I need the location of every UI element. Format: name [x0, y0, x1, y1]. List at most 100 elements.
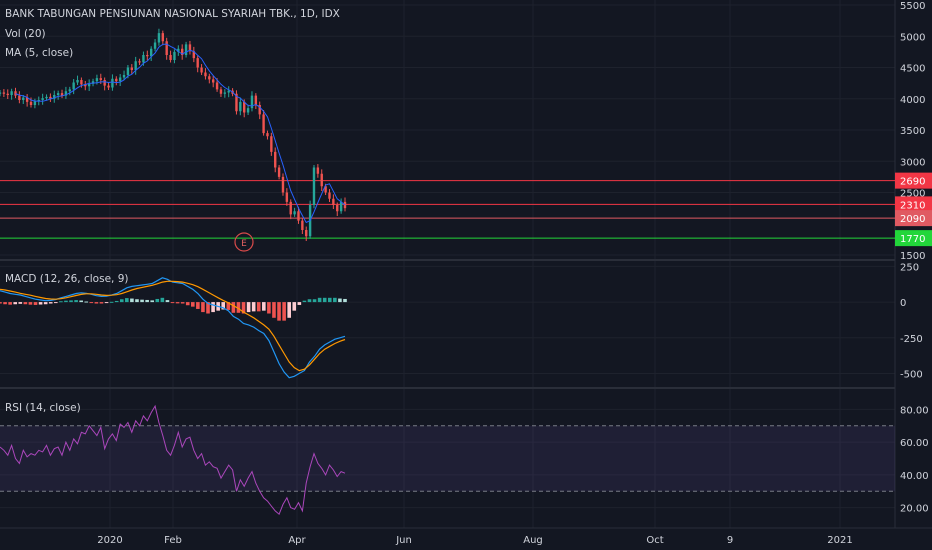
candle-body: [2, 92, 6, 94]
candle-body: [122, 75, 126, 78]
macd-histogram-bar: [48, 302, 53, 304]
macd-histogram-bar: [84, 301, 89, 303]
candle-body: [208, 76, 211, 80]
candle-body: [87, 83, 91, 87]
macd-histogram-bar: [292, 302, 297, 311]
macd-histogram-bar: [201, 302, 205, 313]
candle-body: [250, 95, 254, 109]
macd-histogram-bar: [282, 302, 286, 321]
macd-histogram-bar: [155, 298, 160, 303]
rsi-legend[interactable]: RSI (14, close): [5, 402, 81, 414]
macd-histogram-bar: [114, 300, 119, 303]
price-tick-label: 5000: [900, 32, 925, 43]
candle-body: [293, 211, 296, 215]
candle-body: [281, 176, 285, 193]
price-level-label: 2310: [900, 200, 925, 211]
candle-body: [339, 201, 343, 212]
price-tick-label: 4500: [900, 64, 925, 75]
price-level-tag: [895, 196, 932, 213]
macd-histogram-bar: [333, 297, 337, 303]
candle-body: [126, 67, 130, 75]
price-levels[interactable]: 2690 2310 2090 1770: [0, 172, 932, 247]
macd-histogram-bar: [317, 297, 322, 303]
macd-histogram-bar: [307, 299, 312, 303]
macd-histogram-bar: [64, 300, 68, 303]
macd-histogram-bar: [160, 297, 165, 303]
macd-histogram-bar: [69, 300, 73, 303]
price-tick-label: 1500: [900, 251, 925, 262]
macd-histogram[interactable]: [0, 297, 347, 321]
macd-signal-line[interactable]: [0, 280, 346, 372]
candle-body: [188, 44, 192, 52]
candle-body: [324, 186, 327, 193]
time-tick-label: Apr: [288, 535, 306, 546]
macd-histogram-bar: [277, 302, 281, 321]
price-tick-label: 3500: [900, 126, 925, 137]
macd-histogram-bar: [185, 302, 190, 306]
macd-legend[interactable]: MACD (12, 26, close, 9): [5, 273, 128, 285]
macd-histogram-bar: [251, 302, 256, 312]
time-axis[interactable]: 2020 Feb Apr Jun Aug Oct 9 2021: [97, 535, 852, 546]
candle-body: [103, 80, 106, 86]
candle-body: [289, 201, 292, 215]
time-tick-label: Oct: [646, 535, 663, 546]
candle-body: [219, 89, 223, 94]
macd-histogram-bar: [165, 300, 170, 303]
price-level-tag: [895, 230, 932, 247]
earnings-marker[interactable]: [234, 232, 254, 252]
candle-body: [25, 97, 29, 102]
time-tick-label: Feb: [164, 535, 182, 546]
candle-body: [235, 93, 238, 112]
candle-body: [33, 101, 37, 105]
candle-body: [22, 97, 25, 100]
ma-line[interactable]: [15, 43, 346, 224]
macd-histogram-bar: [241, 302, 246, 314]
vol-legend[interactable]: Vol (20): [5, 28, 46, 40]
candle-body: [196, 58, 199, 68]
candle-body: [212, 79, 215, 83]
candle-body: [91, 81, 95, 84]
macd-tick-label: -500: [900, 369, 923, 380]
candle-body: [6, 93, 9, 95]
macd-histogram-bar: [125, 298, 129, 303]
macd-histogram-bar: [190, 302, 195, 307]
candle-body: [138, 61, 141, 63]
candle-body: [10, 91, 13, 95]
candle-body: [76, 80, 79, 83]
candle-body: [316, 167, 320, 174]
candle-body: [72, 82, 75, 90]
candle-body: [111, 78, 114, 88]
candle-body: [149, 48, 153, 57]
time-tick-label: Aug: [523, 535, 543, 546]
candle-body: [157, 33, 161, 43]
candle-body: [336, 205, 339, 212]
candle-body: [301, 220, 304, 230]
candle-body: [184, 44, 188, 55]
macd-histogram-bar: [119, 299, 124, 303]
macd-histogram-bar: [109, 301, 114, 303]
candle-body: [328, 192, 331, 199]
macd-histogram-bar: [135, 299, 139, 303]
time-tick-label: 9: [727, 535, 733, 546]
macd-histogram-bar: [272, 302, 276, 318]
rsi-tick-label: 80.00: [900, 405, 929, 416]
macd-histogram-bar: [0, 302, 2, 304]
macd-histogram-bar: [43, 302, 48, 305]
macd-axis[interactable]: 250 0 -250 -500: [900, 262, 923, 380]
candle-body: [68, 89, 71, 92]
candle-body: [118, 77, 122, 82]
macd-histogram-bar: [8, 302, 12, 305]
macd-histogram-bar: [150, 300, 155, 303]
price-axis[interactable]: 5500 5000 4500 4000 3500 3000 2500 1500: [900, 1, 925, 262]
macd-histogram-bar: [104, 302, 109, 304]
macd-histogram-bar: [312, 299, 317, 303]
rsi-axis[interactable]: 80.00 60.00 40.00 20.00: [900, 405, 929, 514]
time-tick-label: 2020: [97, 535, 122, 546]
macd-histogram-bar: [267, 302, 271, 314]
rsi-line[interactable]: [0, 404, 346, 516]
macd-histogram-bar: [54, 302, 58, 304]
rsi-tick-label: 40.00: [900, 471, 929, 482]
candle-body: [320, 173, 323, 187]
ma-legend[interactable]: MA (5, close): [5, 47, 73, 59]
